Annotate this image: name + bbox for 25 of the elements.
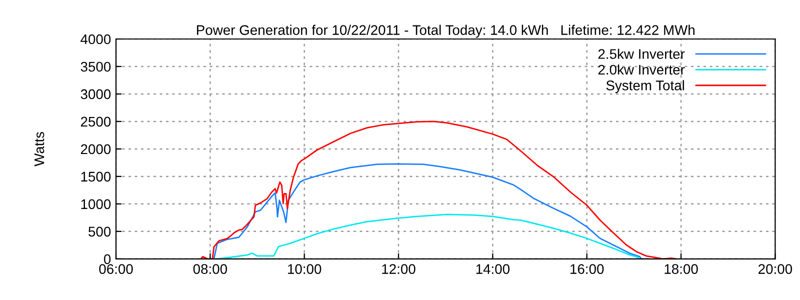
x-tick-label: 20:00 xyxy=(758,264,792,274)
legend-label: System Total xyxy=(606,80,684,94)
chart-title: Power Generation for 10/22/2011 - Total Today: 14.0 kWh Lifetime: 12.422 MWh xyxy=(197,24,694,38)
legend-label: 2.5kw Inverter xyxy=(598,48,685,59)
line-series xyxy=(200,120,677,259)
x-tick-label: 12:00 xyxy=(382,264,416,274)
line-series xyxy=(216,214,640,259)
y-tick-label: 2500 xyxy=(80,116,111,127)
legend-label: 2.0kw Inverter xyxy=(598,64,685,75)
y-tick-label: 3000 xyxy=(80,89,111,100)
y-tick-label: 4000 xyxy=(80,34,111,44)
y-tick-label: 3500 xyxy=(80,62,111,72)
x-tick-label: 10:00 xyxy=(288,264,322,274)
y-tick-label: 2000 xyxy=(80,144,111,154)
x-tick-label: 18:00 xyxy=(664,264,698,274)
x-tick-label: 08:00 xyxy=(193,264,228,274)
y-tick-label: 500 xyxy=(88,226,111,237)
x-tick-label: 16:00 xyxy=(570,264,604,274)
y-tick-label: 1500 xyxy=(81,172,111,182)
x-tick-label: 06:00 xyxy=(99,264,133,274)
y-tick-label: 0 xyxy=(104,254,111,264)
line-series xyxy=(213,163,649,259)
x-tick-label: 14:00 xyxy=(476,264,510,274)
y-axis-title: Watts xyxy=(34,132,44,166)
y-tick-label: 1000 xyxy=(81,199,111,210)
